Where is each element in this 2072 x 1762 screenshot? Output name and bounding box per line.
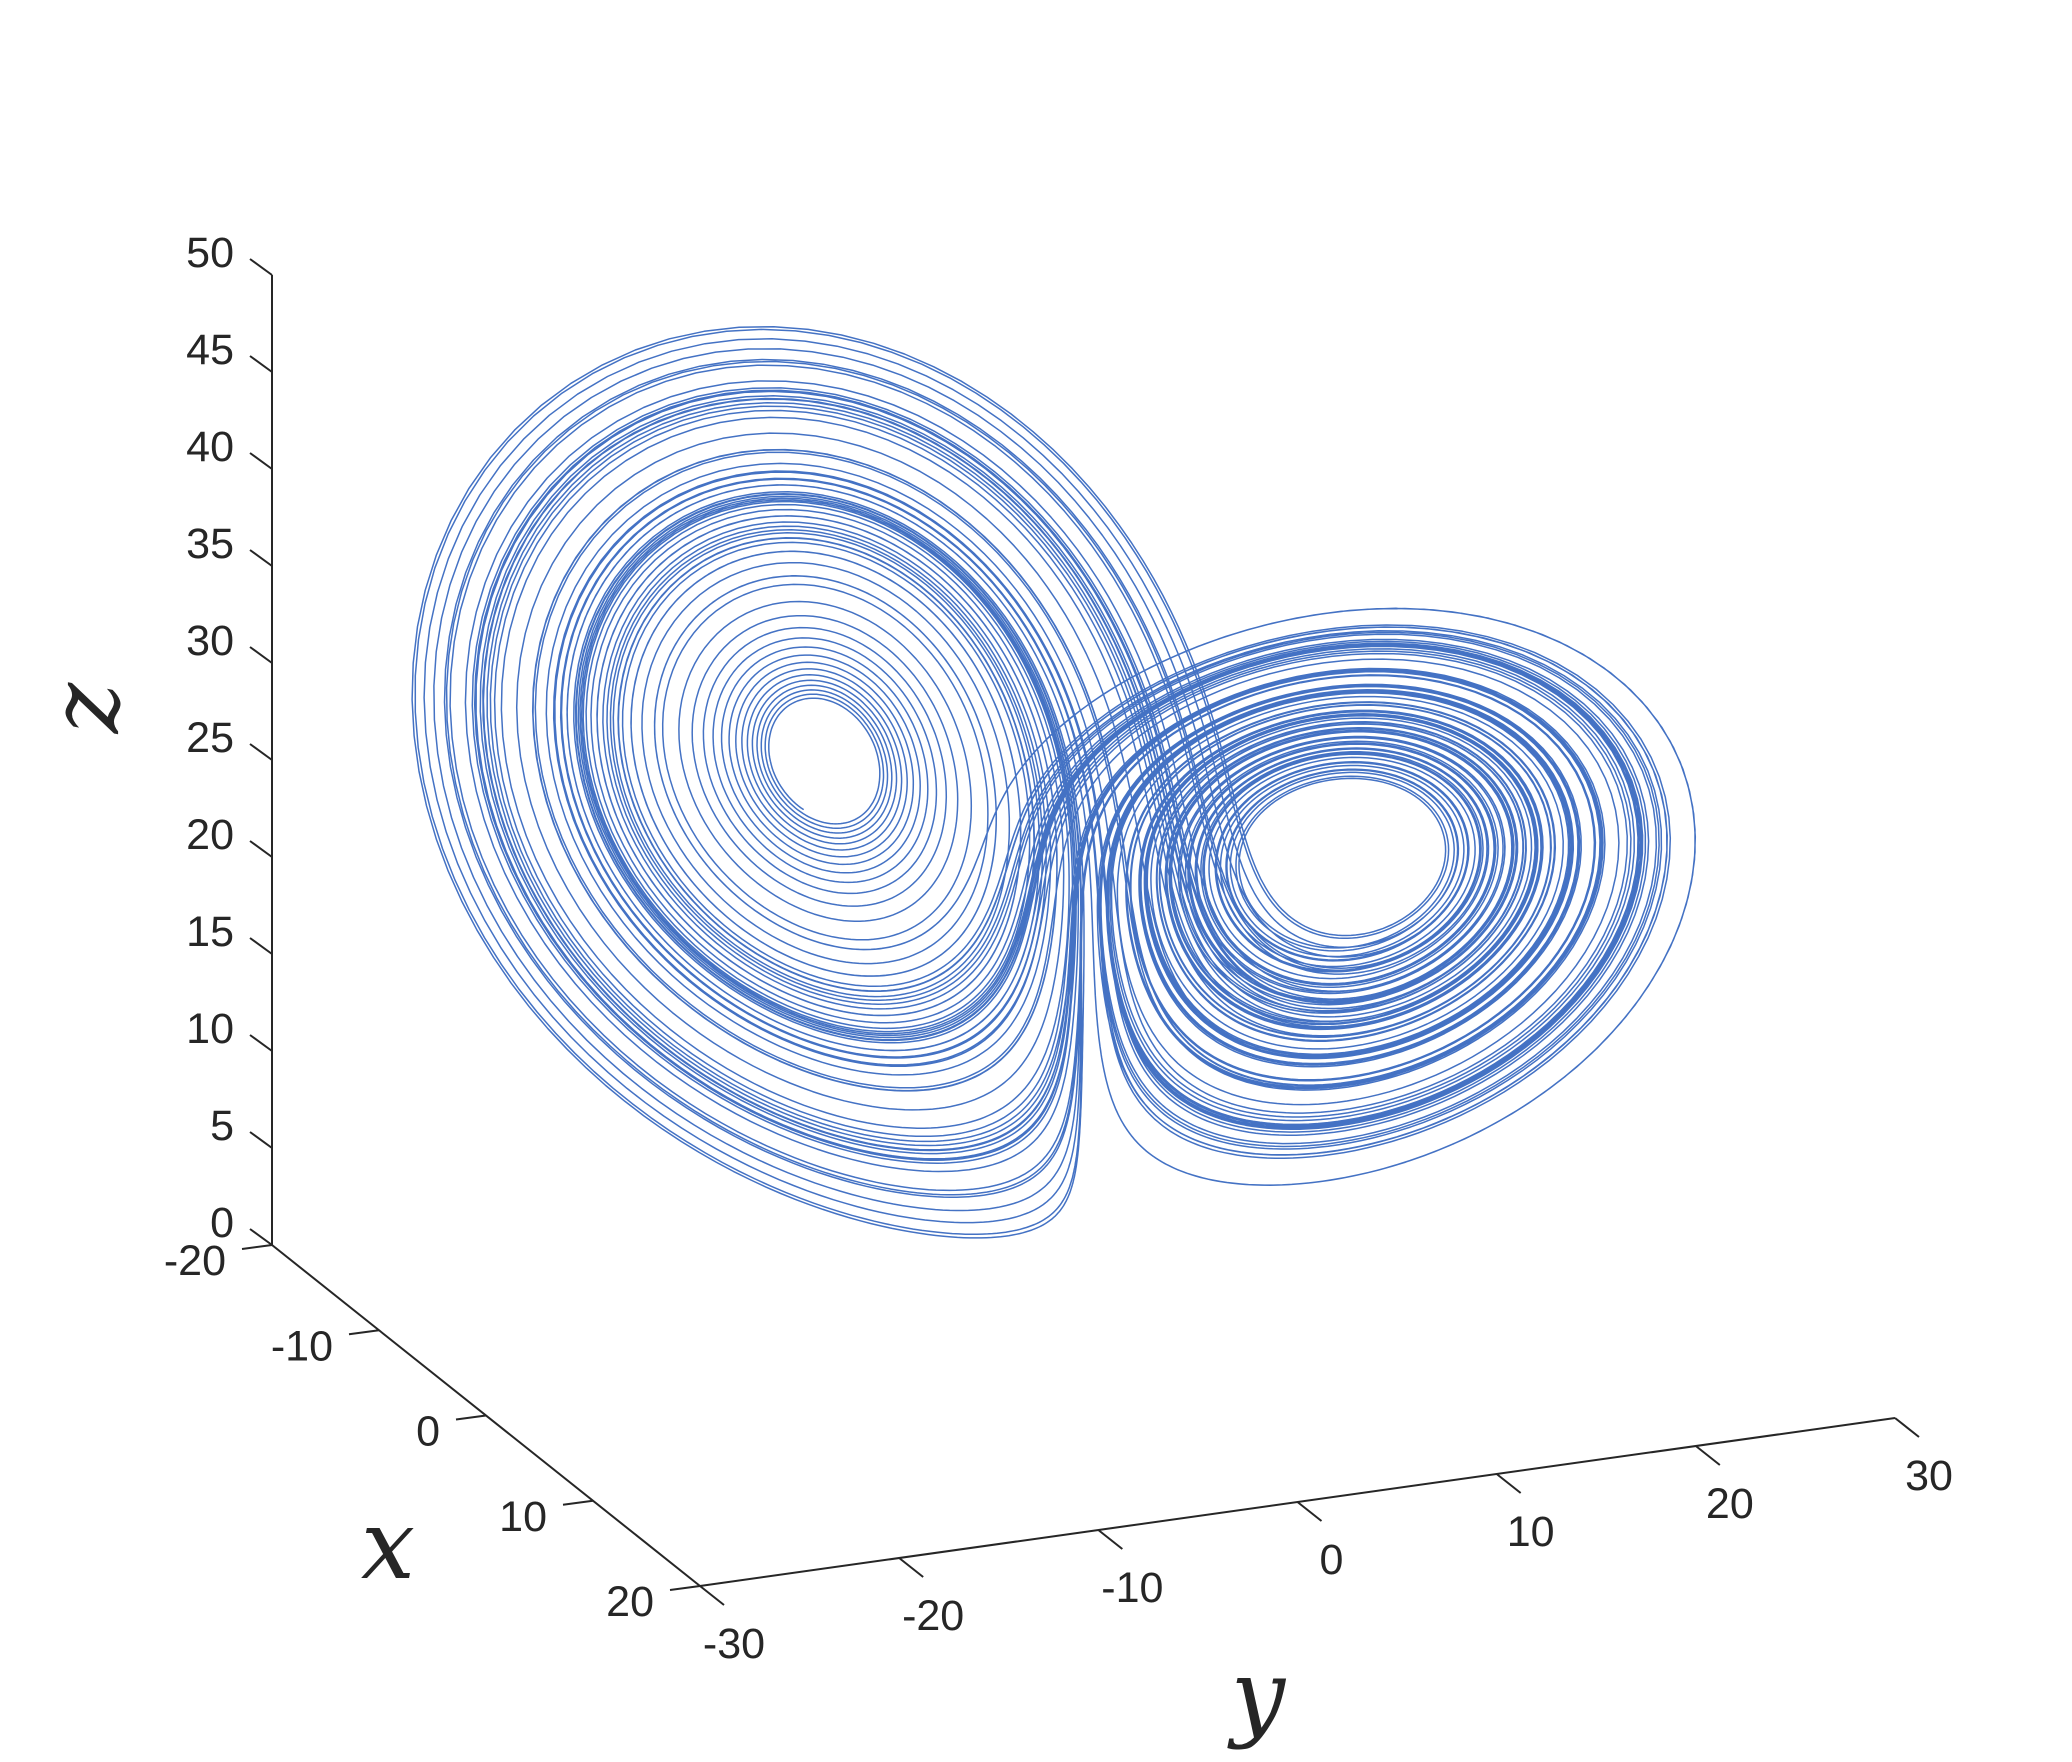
y-tick-label: -20 bbox=[902, 1592, 964, 1640]
z-tick-label: 45 bbox=[186, 326, 234, 374]
y-tick-label: -30 bbox=[703, 1620, 765, 1668]
z-tick-mark bbox=[249, 549, 273, 567]
y-tick-label: 20 bbox=[1706, 1480, 1754, 1528]
z-tick-label: 30 bbox=[186, 617, 234, 665]
z-tick-mark bbox=[249, 452, 273, 470]
x-axis-title: x bbox=[361, 1489, 415, 1601]
z-tick-mark bbox=[249, 355, 273, 373]
y-tick-mark bbox=[1296, 1501, 1323, 1522]
z-axis-title: z bbox=[29, 681, 141, 734]
z-tick-mark bbox=[249, 1034, 273, 1052]
z-tick-label: 5 bbox=[210, 1102, 234, 1150]
x-tick-label: 0 bbox=[416, 1408, 440, 1456]
trajectory-series bbox=[411, 325, 1697, 1239]
z-tick-label: 10 bbox=[186, 1005, 234, 1053]
z-tick-label: 20 bbox=[186, 811, 234, 859]
x-tick-mark bbox=[455, 1414, 487, 1421]
y-tick-mark bbox=[1894, 1417, 1920, 1438]
x-tick-mark bbox=[241, 1244, 273, 1250]
x-tick-label: 10 bbox=[499, 1493, 547, 1541]
z-tick-label: 25 bbox=[186, 714, 234, 762]
z-tick-label: 15 bbox=[186, 908, 234, 956]
y-tick-mark bbox=[1496, 1473, 1522, 1494]
z-tick-mark bbox=[249, 646, 273, 664]
z-tick-mark bbox=[249, 1131, 273, 1149]
y-tick-mark bbox=[1695, 1445, 1721, 1466]
z-tick-mark bbox=[249, 258, 273, 276]
z-tick-mark bbox=[249, 840, 273, 858]
z-tick-label: 40 bbox=[186, 423, 234, 471]
y-ticks: -30 -20 -10 0 10 20 30 bbox=[699, 1417, 1953, 1668]
z-ticks: 0 5 10 15 20 25 30 35 40 45 50 bbox=[186, 229, 273, 1247]
y-tick-label: -10 bbox=[1101, 1564, 1163, 1612]
z-tick-mark bbox=[249, 937, 273, 955]
z-tick-label: 35 bbox=[186, 520, 234, 568]
y-tick-label: 10 bbox=[1507, 1508, 1555, 1556]
y-tick-mark bbox=[898, 1557, 924, 1578]
x-tick-label: -10 bbox=[271, 1322, 333, 1370]
x-ticks: -20 -10 0 10 20 bbox=[164, 1237, 701, 1626]
y-tick-label: 0 bbox=[1320, 1536, 1344, 1584]
x-tick-label: 20 bbox=[606, 1578, 654, 1626]
z-tick-mark bbox=[249, 1228, 273, 1246]
y-axis-title: y bbox=[1227, 1639, 1287, 1751]
x-tick-mark bbox=[669, 1585, 701, 1591]
x-tick-mark bbox=[562, 1499, 594, 1506]
z-tick-label: 50 bbox=[186, 229, 234, 277]
y-tick-mark bbox=[1097, 1529, 1123, 1550]
z-tick-mark bbox=[249, 743, 273, 761]
x-tick-mark bbox=[348, 1329, 380, 1336]
y-tick-mark bbox=[699, 1585, 725, 1606]
z-tick-label: 0 bbox=[210, 1199, 234, 1247]
y-tick-label: 30 bbox=[1905, 1452, 1953, 1500]
x-tick-label: -20 bbox=[164, 1237, 226, 1285]
